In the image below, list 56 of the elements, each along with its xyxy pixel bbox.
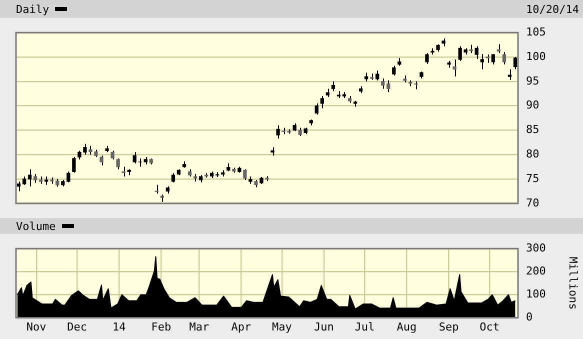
candlestick [72, 156, 76, 174]
x-tick-label: Sep [438, 320, 459, 334]
candlestick [392, 65, 396, 76]
chart-title: Volume [16, 220, 56, 232]
x-tick-label: Jul [354, 320, 375, 334]
candlestick [458, 46, 462, 62]
candlestick [508, 68, 512, 80]
candlestick [171, 172, 176, 183]
candlestick [320, 96, 324, 109]
x-tick-label: May [272, 320, 292, 334]
y-tick-label: 105 [526, 25, 546, 38]
candlestick [513, 56, 518, 70]
candlestick [243, 168, 247, 180]
x-tick-label: Dec [67, 320, 87, 334]
x-tick-label: Feb [151, 320, 172, 334]
candlestick [16, 180, 21, 192]
candlestick [138, 158, 142, 168]
candlestick [28, 168, 32, 187]
x-tick-label: Oct [480, 320, 500, 334]
x-tick-label: Mar [189, 320, 210, 334]
candlestick [66, 171, 70, 183]
y-tick-label: 100 [526, 288, 546, 301]
y-tick-label: 90 [526, 98, 540, 112]
candlestick [331, 80, 336, 92]
candlestick [381, 78, 385, 90]
y-tick-label: 70 [526, 196, 540, 210]
y-tick-label: 95 [526, 74, 540, 88]
candlestick [452, 58, 456, 78]
candlestick [100, 155, 104, 166]
y-tick-label: 200 [526, 264, 546, 278]
candlestick [386, 80, 390, 93]
text: 10/20/14 [526, 2, 579, 16]
candlestick [376, 70, 380, 81]
candlestick [502, 52, 506, 65]
y-tick-label: 75 [526, 172, 540, 185]
x-tick-label: Aug [396, 320, 417, 334]
x-tick-label: 14 [112, 320, 126, 334]
candlestick [491, 54, 496, 65]
candlestick [132, 152, 136, 164]
y-tick-label: 0 [526, 310, 533, 324]
candlestick [474, 46, 478, 60]
x-tick-label: Nov [26, 320, 47, 334]
candlestick [314, 102, 318, 116]
x-tick-label: Apr [231, 320, 252, 334]
candlestick [116, 158, 120, 170]
chart-title: Daily [16, 2, 50, 16]
candlestick [122, 166, 126, 178]
candlestick [480, 54, 484, 70]
y-tick-label: 80 [526, 147, 540, 160]
y-tick-label: 100 [526, 50, 546, 63]
y-tick-label: 85 [526, 123, 540, 136]
candlestick [276, 124, 280, 139]
y-tick-label: 300 [526, 241, 546, 254]
x-tick-label: Jun [314, 320, 334, 334]
candlestick [425, 52, 429, 64]
y-axis-title: Millions [566, 256, 580, 310]
